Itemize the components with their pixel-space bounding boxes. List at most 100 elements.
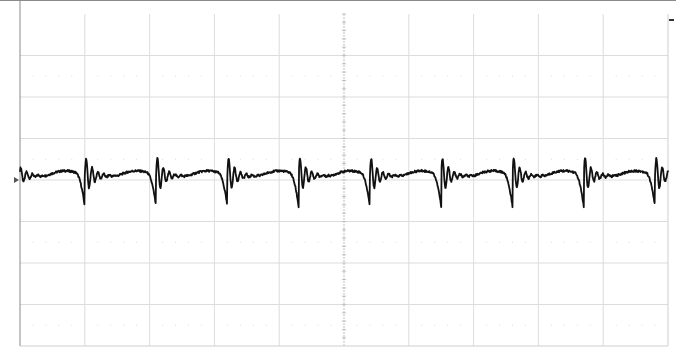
grid-dot [97, 324, 99, 326]
grid-dot [200, 241, 202, 243]
grid-dot [317, 75, 319, 77]
grid-dot [460, 158, 462, 160]
grid-dot [563, 324, 565, 326]
grid-dot [356, 241, 358, 243]
grid-dot [304, 75, 306, 77]
grid-dot [200, 324, 202, 326]
grid-dot [460, 75, 462, 77]
grid-dot [421, 324, 423, 326]
marker-group [14, 19, 674, 183]
grid-dot [654, 324, 656, 326]
grid-dot [200, 75, 202, 77]
grid-dot [615, 241, 617, 243]
grid-dot [524, 324, 526, 326]
grid-dot [421, 158, 423, 160]
grid-dot [369, 158, 371, 160]
grid-dot [32, 158, 34, 160]
grid-dot [291, 324, 293, 326]
grid-dot [162, 241, 164, 243]
grid-dot [524, 158, 526, 160]
grid-dot [511, 75, 513, 77]
grid-dot [395, 75, 397, 77]
grid-dot [641, 324, 643, 326]
grid-dot [330, 324, 332, 326]
grid-dot [252, 75, 254, 77]
grid-dot [71, 158, 73, 160]
signal-trace [19, 156, 669, 209]
grid-dot [369, 241, 371, 243]
grid-dot [58, 158, 60, 160]
grid-dot [291, 158, 293, 160]
grid-dot [511, 241, 513, 243]
grid-dot [123, 324, 125, 326]
grid-dot [317, 158, 319, 160]
grid-dot [239, 158, 241, 160]
grid-dot [317, 324, 319, 326]
grid-dot [563, 75, 565, 77]
grid-dot [187, 158, 189, 160]
grid-dot [589, 324, 591, 326]
grid-dot [162, 324, 164, 326]
grid-dot [97, 241, 99, 243]
grid-dot [641, 75, 643, 77]
grid-dot [252, 324, 254, 326]
grid-dot [226, 324, 228, 326]
grid-dot [563, 158, 565, 160]
grid-dot [447, 324, 449, 326]
grid-dot [369, 324, 371, 326]
grid-dot [447, 75, 449, 77]
grid-dot [265, 158, 267, 160]
grid-dot [200, 158, 202, 160]
grid-dot [641, 241, 643, 243]
grid-dot [187, 241, 189, 243]
grid-dot [460, 241, 462, 243]
grid-dot [162, 75, 164, 77]
grid-dot [576, 324, 578, 326]
grid-dot [628, 75, 630, 77]
grid-dot [45, 75, 47, 77]
grid-dot [434, 241, 436, 243]
grid-dot [382, 158, 384, 160]
grid-dot [58, 241, 60, 243]
grid-dot [136, 241, 138, 243]
grid-dot [58, 324, 60, 326]
grid-dot [654, 241, 656, 243]
grid-dot [187, 324, 189, 326]
grid-dot [32, 241, 34, 243]
trigger-marker [669, 19, 674, 21]
grid-dot [589, 75, 591, 77]
grid-dot [628, 158, 630, 160]
grid-dot [615, 324, 617, 326]
grid-dot [175, 324, 177, 326]
grid-dot [252, 241, 254, 243]
grid-dot [447, 158, 449, 160]
grid-dot [563, 241, 565, 243]
grid-dot [434, 75, 436, 77]
grid-dot [550, 158, 552, 160]
grid-dot [641, 158, 643, 160]
grid-dot [175, 158, 177, 160]
grid-dot [550, 241, 552, 243]
grid-dot [187, 75, 189, 77]
grid-dot [654, 75, 656, 77]
grid-dot [71, 324, 73, 326]
grid-dot [628, 241, 630, 243]
grid-dot [615, 75, 617, 77]
grid-dot [395, 241, 397, 243]
grid-dot [291, 241, 293, 243]
grid-dot [136, 158, 138, 160]
grid-dot [499, 75, 501, 77]
grid-dot [486, 75, 488, 77]
grid-dot [291, 75, 293, 77]
grid-dot [434, 158, 436, 160]
grid-dot [356, 158, 358, 160]
grid-dot [58, 75, 60, 77]
grid-dot [123, 241, 125, 243]
grid-dot [486, 158, 488, 160]
grid-dot [589, 158, 591, 160]
grid-dot [136, 75, 138, 77]
grid-dot [45, 158, 47, 160]
grid-dot [421, 241, 423, 243]
